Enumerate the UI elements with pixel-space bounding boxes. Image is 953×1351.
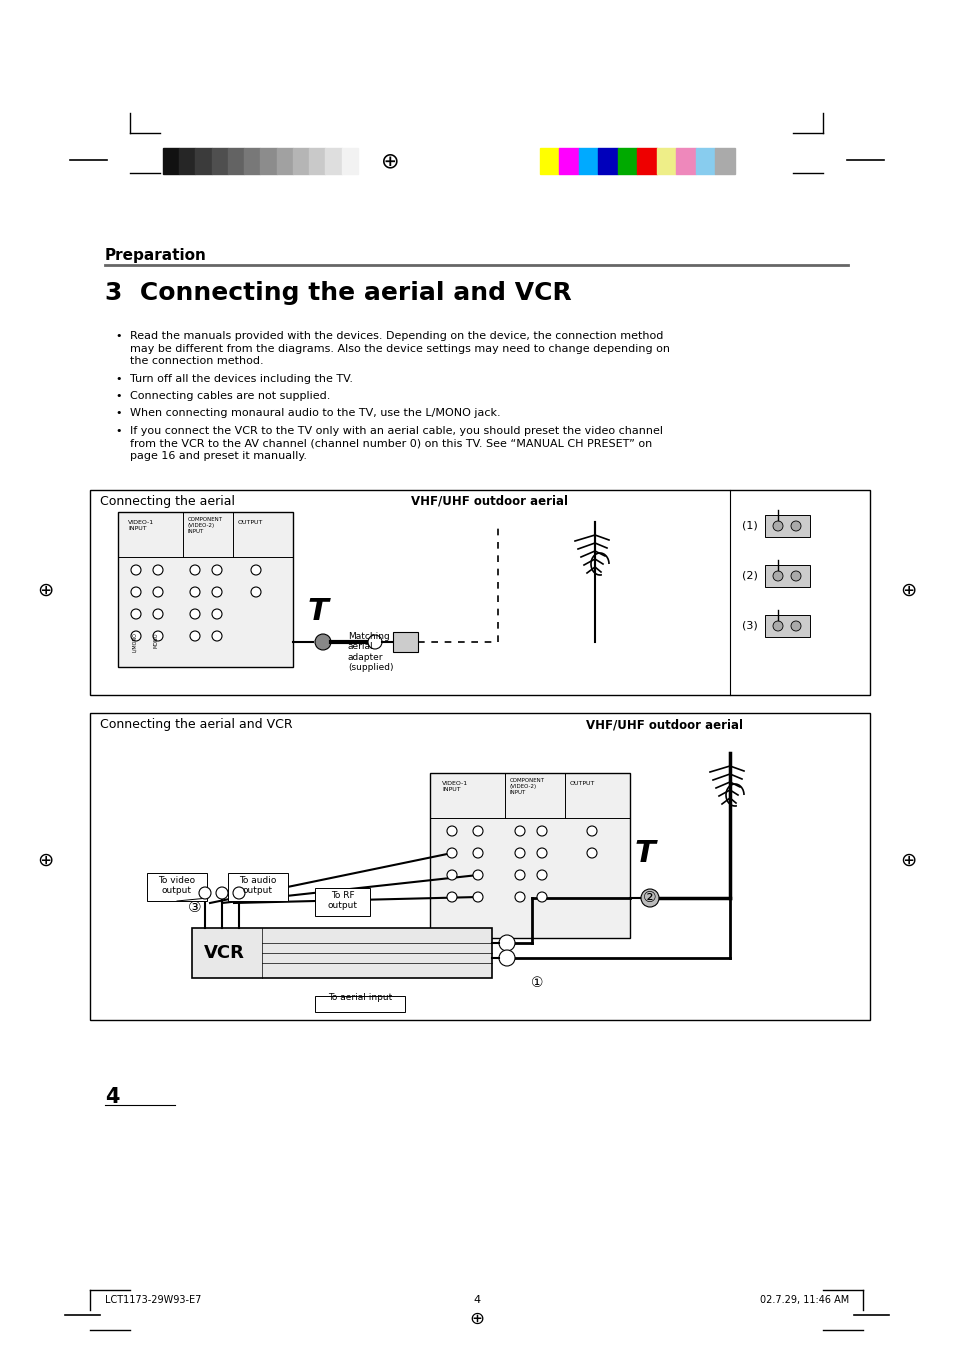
Bar [764, 565, 809, 586]
Circle shape [212, 586, 222, 597]
Circle shape [447, 870, 456, 880]
Text: MONO: MONO [153, 632, 159, 647]
Bar [314, 888, 370, 916]
Text: To aerial input: To aerial input [328, 993, 392, 1002]
Text: T: T [307, 597, 328, 627]
Circle shape [498, 950, 515, 966]
Text: ⊕: ⊕ [380, 151, 399, 172]
Text: (3): (3) [741, 620, 757, 630]
Bar [192, 928, 492, 978]
Circle shape [537, 870, 546, 880]
Text: To audio
output: To audio output [239, 875, 276, 896]
Text: OUTPUT: OUTPUT [569, 781, 595, 786]
Bar [244, 149, 260, 174]
Text: may be different from the diagrams. Also the device settings may need to change : may be different from the diagrams. Also… [130, 343, 669, 354]
Circle shape [515, 825, 524, 836]
Circle shape [190, 565, 200, 576]
Circle shape [131, 631, 141, 640]
Bar [598, 149, 618, 174]
Text: COMPONENT
(VIDEO-2)
INPUT: COMPONENT (VIDEO-2) INPUT [188, 517, 223, 534]
Circle shape [131, 586, 141, 597]
Text: To RF
output: To RF output [327, 892, 357, 911]
Text: Connecting the aerial and VCR: Connecting the aerial and VCR [100, 717, 293, 731]
Circle shape [447, 825, 456, 836]
Text: VCR: VCR [204, 944, 245, 962]
Text: Turn off all the devices including the TV.: Turn off all the devices including the T… [130, 373, 353, 384]
Bar [228, 149, 244, 174]
Text: 02.7.29, 11:46 AM: 02.7.29, 11:46 AM [759, 1296, 848, 1305]
Text: •: • [115, 408, 121, 419]
Bar [715, 149, 734, 174]
Text: •: • [115, 390, 121, 401]
Bar [293, 149, 309, 174]
Bar [118, 512, 293, 667]
Text: T: T [634, 839, 655, 867]
Bar [228, 873, 288, 901]
Bar [657, 149, 676, 174]
Text: COMPONENT
(VIDEO-2)
INPUT: COMPONENT (VIDEO-2) INPUT [510, 778, 544, 794]
Bar [558, 149, 578, 174]
Circle shape [537, 892, 546, 902]
Bar [309, 149, 325, 174]
Circle shape [473, 892, 482, 902]
Circle shape [473, 825, 482, 836]
Bar [578, 149, 598, 174]
Text: If you connect the VCR to the TV only with an aerial cable, you should preset th: If you connect the VCR to the TV only wi… [130, 426, 662, 436]
Text: VIDEO-1
INPUT: VIDEO-1 INPUT [128, 520, 154, 531]
Circle shape [473, 848, 482, 858]
Bar [696, 149, 715, 174]
Bar [90, 713, 869, 1020]
Text: ⊕: ⊕ [37, 851, 53, 870]
Circle shape [131, 609, 141, 619]
Circle shape [152, 631, 163, 640]
Circle shape [152, 586, 163, 597]
Circle shape [772, 521, 782, 531]
Circle shape [212, 609, 222, 619]
Bar [260, 149, 276, 174]
Text: (1): (1) [741, 520, 757, 530]
Circle shape [152, 565, 163, 576]
Text: (2): (2) [741, 570, 757, 580]
Circle shape [447, 848, 456, 858]
Text: the connection method.: the connection method. [130, 357, 263, 366]
Text: page 16 and preset it manually.: page 16 and preset it manually. [130, 451, 307, 461]
Text: Read the manuals provided with the devices. Depending on the device, the connect: Read the manuals provided with the devic… [130, 331, 662, 340]
Circle shape [251, 565, 261, 576]
Text: Preparation: Preparation [105, 249, 207, 263]
Text: ②: ② [642, 890, 656, 905]
Circle shape [515, 870, 524, 880]
Circle shape [212, 631, 222, 640]
Circle shape [772, 621, 782, 631]
Circle shape [233, 888, 245, 898]
Bar [163, 149, 179, 174]
Circle shape [447, 892, 456, 902]
Circle shape [190, 586, 200, 597]
Bar [539, 149, 558, 174]
Circle shape [790, 621, 801, 631]
Bar [276, 149, 293, 174]
Bar [618, 149, 637, 174]
Bar [147, 873, 207, 901]
Bar [325, 149, 341, 174]
Circle shape [314, 634, 331, 650]
Circle shape [215, 888, 228, 898]
Circle shape [790, 521, 801, 531]
Bar [676, 149, 696, 174]
Text: ①: ① [530, 975, 542, 990]
Text: ⊕: ⊕ [37, 581, 53, 600]
Circle shape [251, 586, 261, 597]
Text: ③: ③ [188, 901, 202, 916]
Circle shape [131, 565, 141, 576]
Bar [90, 490, 869, 694]
Bar [341, 149, 357, 174]
Circle shape [515, 892, 524, 902]
Circle shape [515, 848, 524, 858]
Bar [314, 996, 405, 1012]
Text: To video
output: To video output [158, 875, 195, 896]
Text: VIDEO-1
INPUT: VIDEO-1 INPUT [441, 781, 468, 792]
Circle shape [190, 609, 200, 619]
Text: LCT1173-29W93-E7: LCT1173-29W93-E7 [105, 1296, 201, 1305]
Bar [637, 149, 657, 174]
Text: ⊕: ⊕ [469, 1310, 484, 1328]
Text: 3  Connecting the aerial and VCR: 3 Connecting the aerial and VCR [105, 281, 571, 305]
